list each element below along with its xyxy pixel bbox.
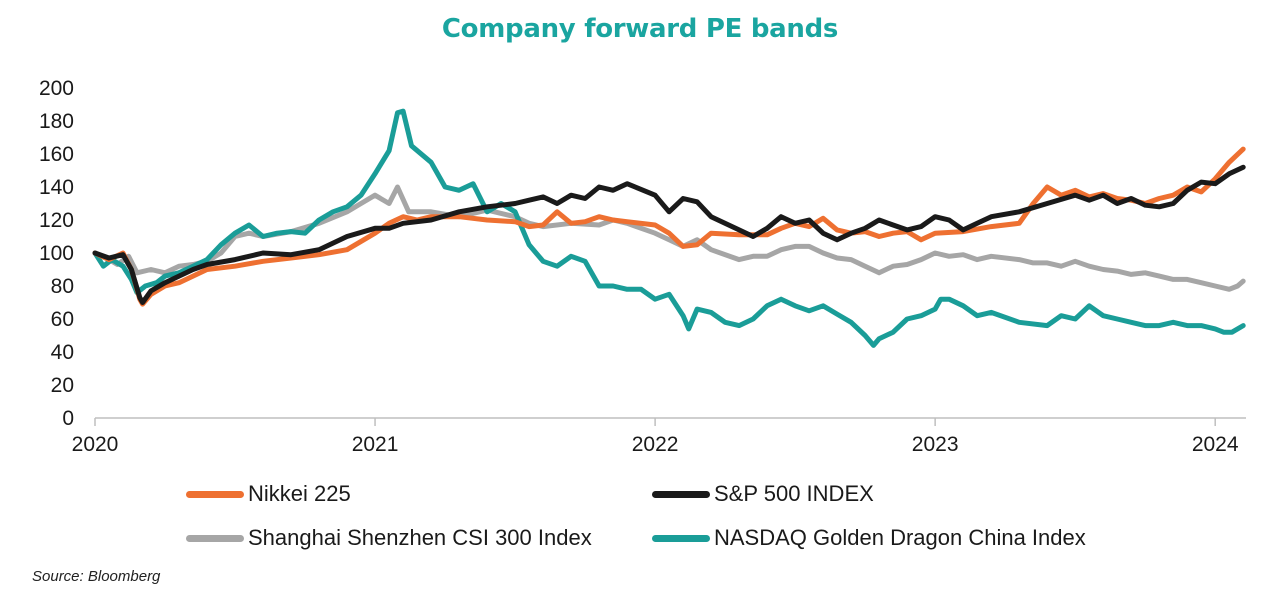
y-tick-label: 40: [51, 341, 74, 364]
y-tick-label: 200: [39, 77, 74, 100]
chart-axes: 0 20 40 60 80 100 120 140 160 180 200 2020 2021 2022 2…: [39, 77, 1246, 456]
legend-item-csi-300: Shanghai Shenzhen CSI 300 Index: [186, 516, 592, 560]
series-line-nikkei-225: [92, 146, 1246, 307]
series-layer: [92, 108, 1246, 348]
x-tick-label: 2020: [72, 433, 119, 456]
legend-item-nikkei-225: Nikkei 225: [186, 472, 351, 516]
y-tick-label: 0: [62, 407, 74, 430]
x-tick-label: 2021: [352, 433, 399, 456]
series-line-nasdaq-golden-dragon-china-index: [92, 108, 1246, 348]
y-tick-label: 160: [39, 143, 74, 166]
chart-legend: Nikkei 225 S&P 500 INDEX Shanghai Shenzh…: [0, 472, 1280, 562]
source-note: Source: Bloomberg: [32, 568, 161, 585]
chart-title: Company forward PE bands: [441, 14, 839, 44]
series-line-s-p-500-index: [92, 164, 1246, 305]
legend-label-golden-dragon: NASDAQ Golden Dragon China Index: [714, 525, 1086, 550]
legend-item-sp-500-index: S&P 500 INDEX: [652, 472, 874, 516]
legend-swatch-sp-500-index: [652, 490, 710, 498]
x-tick-label: 2023: [912, 433, 959, 456]
legend-swatch-golden-dragon: [652, 534, 710, 542]
series-line-shanghai-shenzhen-csi-300-index: [92, 184, 1246, 292]
legend-swatch-nikkei-225: [186, 490, 244, 498]
x-tick-label: 2024: [1192, 433, 1239, 456]
x-tick-label: 2022: [632, 433, 679, 456]
y-tick-label: 100: [39, 242, 74, 265]
y-tick-label: 120: [39, 209, 74, 232]
legend-label-csi-300: Shanghai Shenzhen CSI 300 Index: [248, 525, 592, 550]
legend-label-nikkei-225: Nikkei 225: [248, 481, 351, 506]
y-tick-label: 60: [51, 308, 74, 331]
y-tick-label: 80: [51, 275, 74, 298]
legend-swatch-csi-300: [186, 534, 244, 542]
legend-item-golden-dragon: NASDAQ Golden Dragon China Index: [652, 516, 1086, 560]
legend-label-sp-500-index: S&P 500 INDEX: [714, 481, 874, 506]
y-tick-label: 140: [39, 176, 74, 199]
y-tick-label: 20: [51, 374, 74, 397]
y-tick-label: 180: [39, 110, 74, 133]
